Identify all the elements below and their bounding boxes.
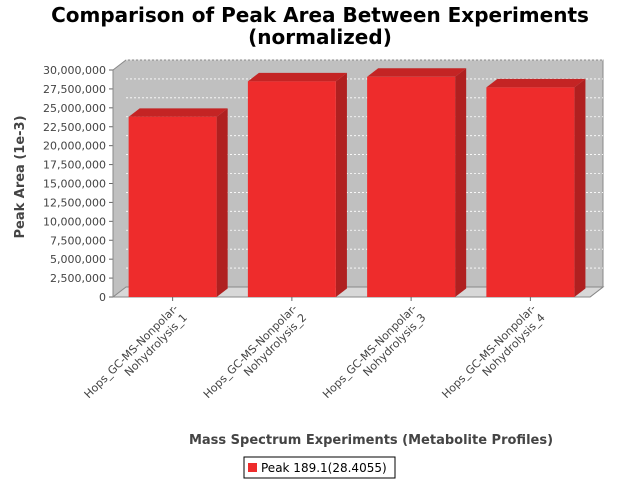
legend-swatch [248, 463, 257, 472]
bar [486, 78, 586, 297]
x-tick-label: Hops_GC-MS-Nonpolar-Nohydrolysis_2 [201, 302, 309, 410]
y-tick-label: 0 [99, 291, 106, 304]
bar-top [247, 72, 347, 82]
chart-title-line2: (normalized) [248, 25, 392, 49]
bar-side [216, 108, 228, 297]
y-tick-label: 17,500,000 [43, 159, 106, 172]
bar [247, 72, 347, 297]
y-tick-label: 7,500,000 [50, 234, 106, 247]
y-tick-label: 30,000,000 [43, 64, 106, 77]
bar [367, 68, 467, 297]
bar-top [486, 78, 586, 88]
bar-front [247, 81, 336, 297]
bar-front [367, 76, 456, 297]
y-axis: 0 2,500,000 5,000,000 7,500,000 10,000,000 12… [43, 64, 114, 304]
chart-title-line1: Comparison of Peak Area Between Experime… [51, 3, 589, 27]
bar-front [486, 87, 575, 297]
y-tick-label: 12,500,000 [43, 196, 106, 209]
y-tick-label: 25,000,000 [43, 102, 106, 115]
legend-box [243, 456, 396, 479]
x-axis: Hops_GC-MS-Nonpolar-Nohydrolysis_1 Hops_G… [82, 297, 548, 410]
bar-side [574, 78, 586, 297]
y-tick-label: 20,000,000 [43, 140, 106, 153]
y-tick-label: 5,000,000 [50, 253, 106, 266]
y-tick-label: 22,500,000 [43, 121, 106, 134]
bar-top [128, 108, 228, 117]
y-tick-label: 2,500,000 [50, 272, 106, 285]
x-tick-label: Hops_GC-MS-Nonpolar-Nohydrolysis_3 [320, 302, 428, 410]
bar-side [335, 72, 347, 297]
bar-front [128, 116, 217, 297]
bars [128, 68, 586, 297]
y-tick-label: 27,500,000 [43, 83, 106, 96]
x-tick-label: Hops_GC-MS-Nonpolar-Nohydrolysis_4 [439, 302, 547, 410]
legend: Peak 189.1(28.4055) [243, 456, 396, 479]
y-tick-label: 10,000,000 [43, 215, 106, 228]
legend-label: Peak 189.1(28.4055) [261, 461, 387, 475]
bar [128, 108, 228, 297]
x-axis-title: Mass Spectrum Experiments (Metabolite Pr… [189, 433, 553, 448]
bar-top [367, 68, 467, 77]
bar-side [455, 68, 467, 297]
x-tick-label: Hops_GC-MS-Nonpolar-Nohydrolysis_1 [82, 302, 190, 410]
y-axis-title: Peak Area (1e-3) [13, 115, 28, 238]
y-tick-label: 15,000,000 [43, 178, 106, 191]
